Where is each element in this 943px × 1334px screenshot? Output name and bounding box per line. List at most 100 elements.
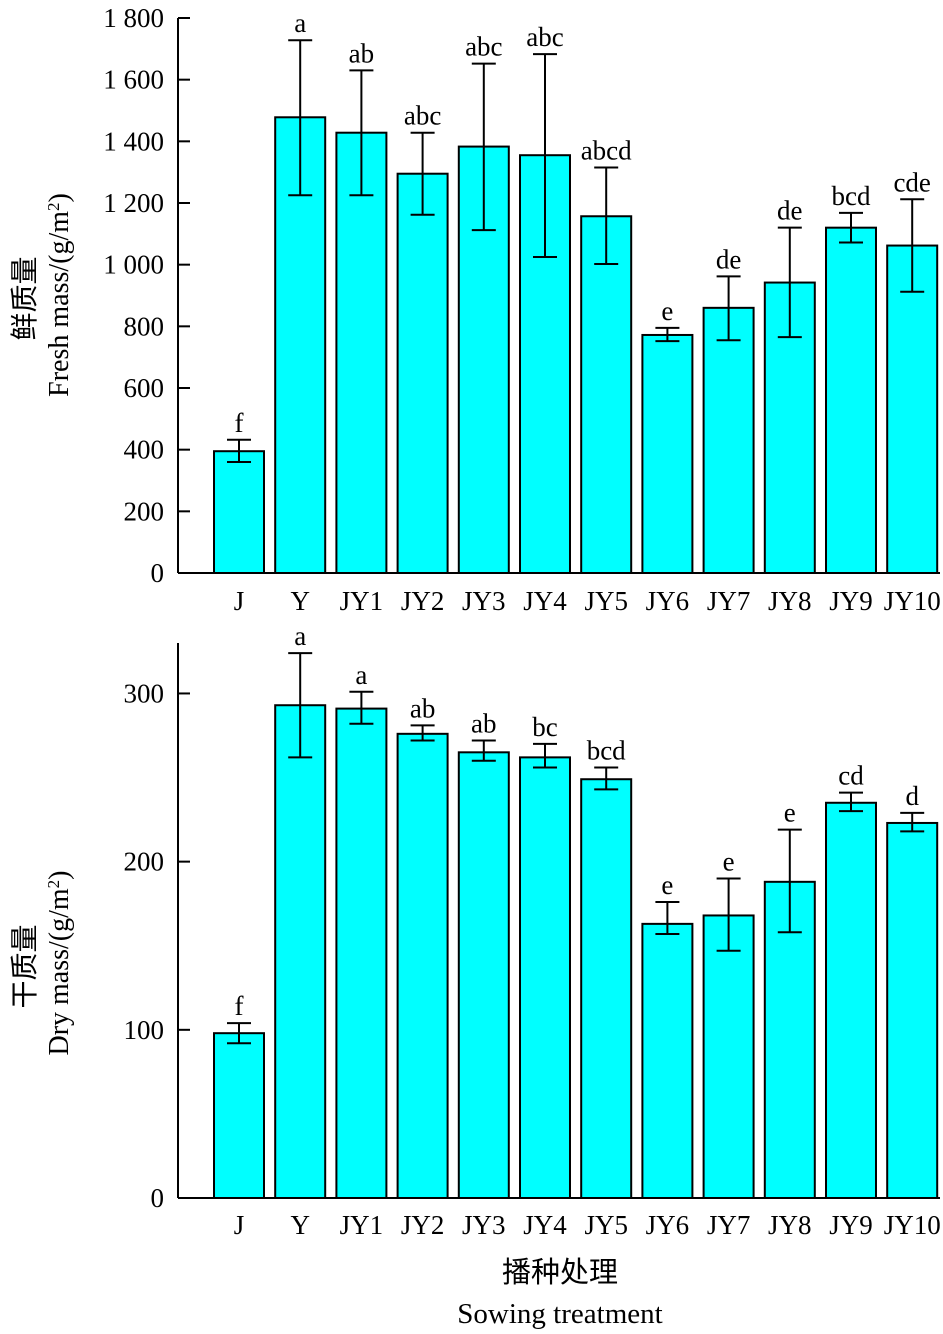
dry-mass-x-tick-label-JY6: JY6	[646, 1210, 690, 1240]
fresh-mass-y-tick-label-3: 600	[124, 373, 165, 403]
fresh-mass-significance-JY9: bcd	[832, 181, 871, 211]
fresh-mass-significance-J: f	[235, 408, 244, 438]
dry-mass-bars	[213, 704, 939, 1200]
fresh-mass-significance-JY5: abcd	[581, 136, 632, 166]
fresh-mass-y-tick-label-1: 200	[124, 496, 165, 526]
fresh-mass-significance-Y: a	[294, 8, 306, 38]
fresh-mass-y-tick-label-5: 1 000	[103, 250, 164, 280]
fresh-mass-y-tick-label-6: 1 200	[103, 188, 164, 218]
dry-mass-bar-Y	[274, 704, 327, 1200]
fresh-mass-y-tick-label-2: 400	[124, 435, 165, 465]
dry-mass-x-tick-label-JY3: JY3	[462, 1210, 506, 1240]
dry-mass-x-tick-label-JY8: JY8	[768, 1210, 812, 1240]
dry-mass-x-tick-label-JY4: JY4	[523, 1210, 567, 1240]
fresh-mass-y-title-cn: 鲜质量	[9, 256, 41, 340]
dry-mass-significance-Y: a	[294, 621, 306, 651]
dry-mass-x-tick-label-J: J	[234, 1210, 245, 1240]
fresh-mass-y-title-sup: 2	[44, 202, 63, 211]
fresh-mass-x-tick-label-JY4: JY4	[523, 586, 567, 616]
dry-mass-y-title-close: )	[44, 870, 75, 879]
dry-mass-x-tick-label-JY5: JY5	[584, 1210, 628, 1240]
fresh-mass-x-tick-label-JY9: JY9	[829, 586, 873, 616]
dry-mass-x-tick-label-Y: Y	[290, 1210, 310, 1240]
dry-mass-bar-JY1	[335, 707, 388, 1199]
dry-mass-bar-JY9	[825, 801, 877, 1199]
dry-mass-significance-JY3: ab	[471, 709, 496, 739]
fresh-mass-significance-JY3: abc	[465, 32, 502, 62]
fresh-mass-y-title-close: )	[44, 193, 75, 202]
fresh-mass-x-tick-label-JY6: JY6	[646, 586, 690, 616]
dry-mass-x-tick-labels: J Y JY1 JY2 JY3 JY4 JY5 JY6 JY7 JY8 JY9 JY10	[234, 1210, 941, 1240]
fresh-mass-bar-JY8	[763, 281, 816, 574]
dry-mass-y-tick-label-0: 0	[151, 1183, 165, 1213]
fresh-mass-significance-JY2: abc	[404, 101, 441, 131]
dry-mass-bar-JY3	[457, 751, 510, 1199]
fresh-mass-significance-JY4: abc	[526, 22, 563, 52]
dry-mass-bar-JY4	[519, 756, 571, 1199]
dry-mass-x-tick-label-JY2: JY2	[401, 1210, 445, 1240]
fresh-mass-error-bars	[227, 39, 925, 463]
dry-mass-x-tick-label-JY10: JY10	[884, 1210, 941, 1240]
dry-mass-x-tick-label-JY1: JY1	[340, 1210, 384, 1240]
fresh-mass-y-tick-label-4: 800	[124, 311, 165, 341]
dry-mass-significance-JY9: cd	[838, 761, 864, 791]
dry-mass-bar-JY10	[886, 821, 939, 1199]
fresh-mass-x-tick-label-JY1: JY1	[340, 586, 384, 616]
fresh-mass-y-tick-label-9: 1 800	[103, 3, 164, 33]
fresh-mass-bar-JY10	[886, 244, 939, 575]
dry-mass-significance-JY10: d	[905, 781, 919, 811]
dry-mass-bar-JY7	[702, 914, 755, 1199]
dry-mass-significance-JY5: bcd	[587, 735, 626, 765]
dry-mass-y-axis-title: 干质量 Dry mass/(g/m2)	[9, 870, 75, 1055]
fresh-mass-x-tick-label-JY5: JY5	[584, 586, 628, 616]
dry-mass-y-tick-label-3: 300	[124, 678, 165, 708]
dry-mass-y-title-en: Dry mass/(g/m	[44, 888, 75, 1055]
fresh-mass-significance-JY10: cde	[893, 167, 930, 197]
fresh-mass-x-tick-label-JY7: JY7	[707, 586, 751, 616]
dry-mass-y-ticks: 0 100 200 300	[124, 678, 190, 1213]
fresh-mass-x-tick-label-JY8: JY8	[768, 586, 812, 616]
dry-mass-bar-J	[213, 1032, 265, 1199]
x-axis-title-en: Sowing treatment	[457, 1298, 662, 1330]
fresh-mass-x-tick-label-JY2: JY2	[401, 586, 445, 616]
dry-mass-significance-JY6: e	[661, 870, 673, 900]
fresh-mass-y-axis-title: 鲜质量 Fresh mass/(g/m2)	[9, 193, 75, 397]
fresh-mass-significance-JY1: ab	[349, 38, 374, 68]
dry-mass-bar-JY2	[396, 732, 449, 1199]
fresh-mass-y-title-en: Fresh mass/(g/m	[44, 211, 75, 397]
dry-mass-significance-JY4: bc	[532, 712, 558, 742]
fresh-mass-significance-JY7: de	[716, 244, 742, 274]
fresh-mass-y-ticks: 0 200 400 600 800 1 000 1 200 1 400 1 600 1 800	[103, 3, 190, 588]
dry-mass-significance-JY1: a	[355, 660, 367, 690]
fresh-mass-significance-JY6: e	[661, 296, 673, 326]
dry-mass-bar-JY5	[580, 778, 633, 1200]
fresh-mass-x-tick-label-JY10: JY10	[884, 586, 941, 616]
fresh-mass-bar-JY5	[580, 215, 633, 574]
dry-mass-significance-J: f	[235, 991, 244, 1021]
fresh-mass-x-tick-label-J: J	[234, 586, 245, 616]
fresh-mass-bars	[213, 116, 939, 575]
fresh-mass-significance-JY8: de	[777, 196, 803, 226]
fresh-mass-y-tick-label-8: 1 600	[103, 65, 164, 95]
dry-mass-error-bars	[227, 652, 925, 1045]
dry-mass-x-tick-label-JY7: JY7	[707, 1210, 751, 1240]
fresh-mass-x-tick-label-JY3: JY3	[462, 586, 506, 616]
dry-mass-x-tick-label-JY9: JY9	[829, 1210, 873, 1240]
dry-mass-y-tick-label-1: 100	[124, 1015, 165, 1045]
fresh-mass-y-tick-label-7: 1 400	[103, 126, 164, 156]
dry-mass-significance-JY8: e	[784, 798, 796, 828]
fresh-mass-bar-JY2	[396, 172, 449, 574]
fresh-mass-x-tick-labels: J Y JY1 JY2 JY3 JY4 JY5 JY6 JY7 JY8 JY9 JY10	[234, 586, 941, 616]
dry-mass-bar-JY6	[641, 922, 694, 1199]
fresh-mass-bar-JY6	[641, 333, 694, 575]
fresh-mass-y-tick-label-0: 0	[151, 558, 165, 588]
fresh-mass-bar-JY1	[335, 131, 388, 574]
dry-mass-y-title-sup: 2	[44, 880, 63, 889]
dry-mass-y-tick-label-2: 200	[124, 847, 165, 877]
dry-mass-significance-JY2: ab	[410, 693, 435, 723]
